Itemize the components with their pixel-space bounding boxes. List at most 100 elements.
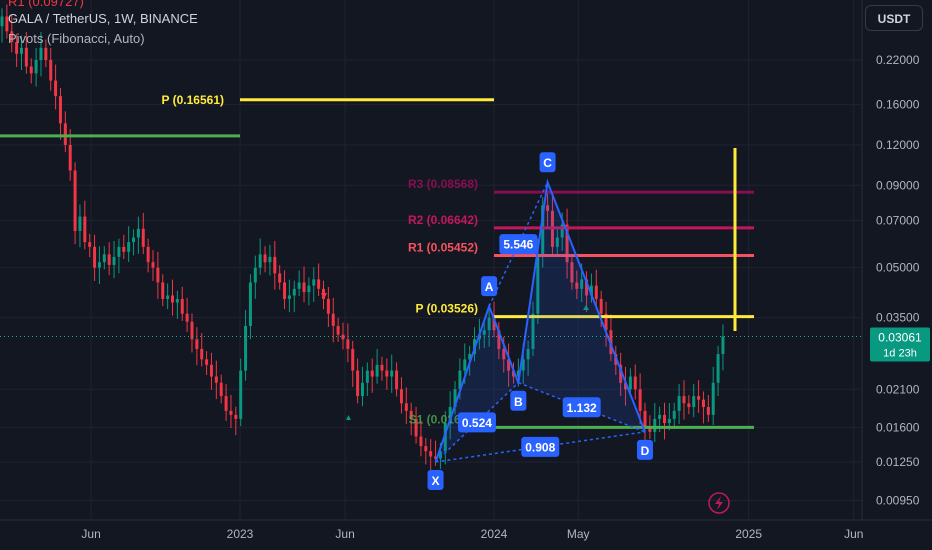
ratio-label: 0.524	[462, 416, 492, 430]
candle	[546, 193, 550, 228]
candle	[701, 391, 705, 424]
candle	[175, 290, 179, 319]
candle	[112, 241, 116, 279]
sell-marker	[321, 293, 327, 299]
candle-body	[190, 321, 194, 340]
candle	[73, 162, 77, 245]
candle-body	[560, 224, 564, 238]
grid	[0, 0, 862, 520]
candle	[170, 279, 174, 316]
candle-body	[409, 410, 413, 419]
candle	[429, 439, 433, 473]
candle-body	[146, 246, 150, 263]
candle	[424, 437, 428, 465]
candle	[127, 226, 131, 262]
candle-body	[633, 376, 637, 390]
last-price-label: 0.03061	[878, 330, 922, 344]
candle-body	[701, 399, 705, 408]
candle	[283, 270, 287, 310]
candle	[44, 39, 48, 68]
candle-body	[351, 348, 355, 371]
candle	[132, 229, 136, 256]
candle-body	[589, 285, 593, 296]
candle-body	[292, 288, 296, 296]
y-tick-label: 0.03500	[876, 311, 920, 325]
candle-body	[156, 267, 160, 283]
point-box-b	[510, 390, 527, 411]
candle	[10, 15, 14, 53]
candle-body	[312, 279, 316, 286]
currency-button[interactable]: USDT	[865, 5, 923, 31]
ratio-box	[521, 436, 560, 457]
candle	[565, 208, 569, 279]
candle-body	[34, 60, 38, 74]
candle	[205, 351, 209, 376]
candle-body	[132, 237, 136, 243]
candle-body	[492, 317, 496, 331]
candle-body	[331, 313, 335, 326]
price-axis: 0.22000 0.16000 0.12000 0.09000 0.07000 0.050…	[861, 0, 932, 550]
y-tick-label: 0.12000	[876, 138, 920, 152]
candle-body	[24, 47, 28, 67]
candle	[507, 343, 511, 387]
candle	[531, 301, 535, 357]
candle-body	[195, 339, 199, 349]
candle-body	[555, 237, 559, 247]
candle-body	[253, 267, 257, 283]
candle-body	[39, 47, 43, 60]
candle-body	[180, 298, 184, 314]
candle-body	[585, 279, 589, 296]
candle-body	[44, 47, 48, 60]
candle-body	[15, 42, 19, 54]
candle	[682, 380, 686, 420]
candle-body	[380, 364, 384, 371]
candle	[687, 395, 691, 415]
last-price-badge	[870, 327, 930, 362]
candle	[97, 246, 101, 285]
pattern-ratio-line	[435, 431, 646, 463]
y-tick-label: 0.05000	[876, 261, 920, 275]
candle	[356, 358, 360, 404]
point-label-b: B	[514, 395, 523, 409]
candle-body	[297, 282, 301, 289]
candle	[716, 345, 720, 396]
candle	[487, 305, 491, 347]
candle-body	[390, 370, 394, 377]
candle-body	[594, 285, 598, 299]
candle	[453, 381, 457, 415]
candle	[15, 33, 19, 67]
candle-body	[638, 389, 642, 411]
candle	[68, 129, 72, 181]
candle-body	[375, 364, 379, 377]
point-box-x	[427, 470, 444, 490]
candle	[268, 244, 272, 276]
candle	[136, 216, 140, 254]
candle	[34, 47, 38, 87]
candle-body	[219, 382, 223, 397]
candle-body	[307, 285, 311, 293]
y-tick-label: 0.09000	[876, 178, 920, 192]
candle	[399, 377, 403, 414]
candle-body	[78, 216, 82, 231]
candle-body	[341, 334, 345, 340]
candle-body	[63, 123, 67, 145]
ratio-label: 1.132	[567, 401, 597, 415]
candle	[219, 374, 223, 404]
candle-body	[97, 262, 101, 268]
candle	[672, 402, 676, 430]
harmonic-pattern: 0.524 5.546 1.132 0.908 X A B C D	[427, 152, 654, 490]
candle-body	[185, 313, 189, 322]
old-pivot-label: P (0.16561)	[162, 93, 225, 107]
pivot-p-label: P (0.03526)	[416, 302, 479, 316]
point-label-c: C	[543, 156, 552, 170]
candle	[19, 35, 23, 71]
x-tick-label: May	[567, 527, 590, 541]
candle	[258, 238, 262, 275]
candle	[234, 406, 238, 436]
candle-body	[370, 370, 374, 377]
candle-body	[570, 262, 574, 283]
candle-body	[395, 370, 399, 390]
candle-body	[526, 348, 530, 360]
